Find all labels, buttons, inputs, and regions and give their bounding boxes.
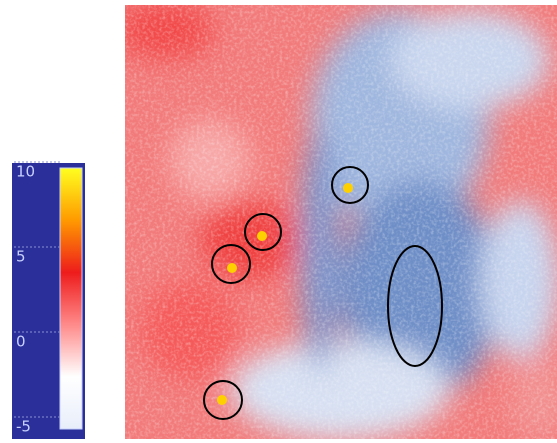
page: {"chart_data": {"type": "heatmap", "colo… bbox=[0, 0, 557, 439]
colorbar-scale bbox=[60, 168, 82, 429]
heatmap-image bbox=[115, 0, 557, 439]
colorbar-tick-label: -5 bbox=[16, 418, 31, 436]
colorbar-tick-label: 10 bbox=[16, 163, 35, 181]
colorbar-tick-label: 0 bbox=[16, 333, 26, 351]
chart: 10 5 0 -5 bbox=[0, 0, 557, 439]
colorbar-tick-label: 5 bbox=[16, 248, 26, 266]
